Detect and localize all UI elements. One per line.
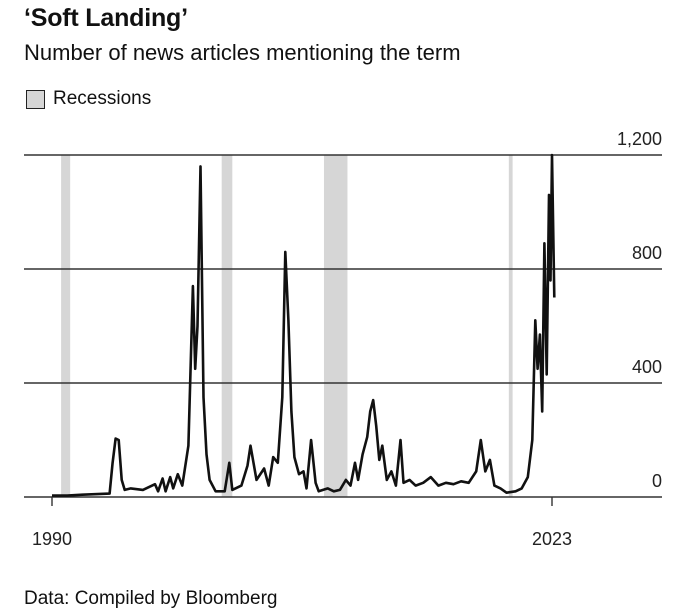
series-line-soft-landing-mentions [52, 153, 556, 497]
legend-recessions-label: Recessions [53, 88, 152, 109]
recession-band-2 [221, 155, 233, 497]
chart-subtitle: Number of news articles mentioning the t… [24, 40, 461, 65]
recession-band-3 [323, 155, 348, 497]
y-tick-label-800: 800 [632, 243, 662, 263]
y-tick-label-0: 0 [652, 471, 662, 491]
source-note: Data: Compiled by Bloomberg [24, 588, 278, 609]
legend: Recessions [26, 88, 151, 110]
recession-band-4 [508, 155, 513, 497]
y-tick-label-1200: 1,200 [617, 129, 662, 149]
legend-recessions-swatch [26, 89, 45, 109]
x-tick-label-1990: 1990 [32, 529, 72, 549]
chart-title: ‘Soft Landing’ [24, 4, 188, 32]
y-tick-label-400: 400 [632, 357, 662, 377]
recession-band-1 [61, 155, 71, 497]
x-tick-label-2023: 2023 [532, 529, 572, 549]
